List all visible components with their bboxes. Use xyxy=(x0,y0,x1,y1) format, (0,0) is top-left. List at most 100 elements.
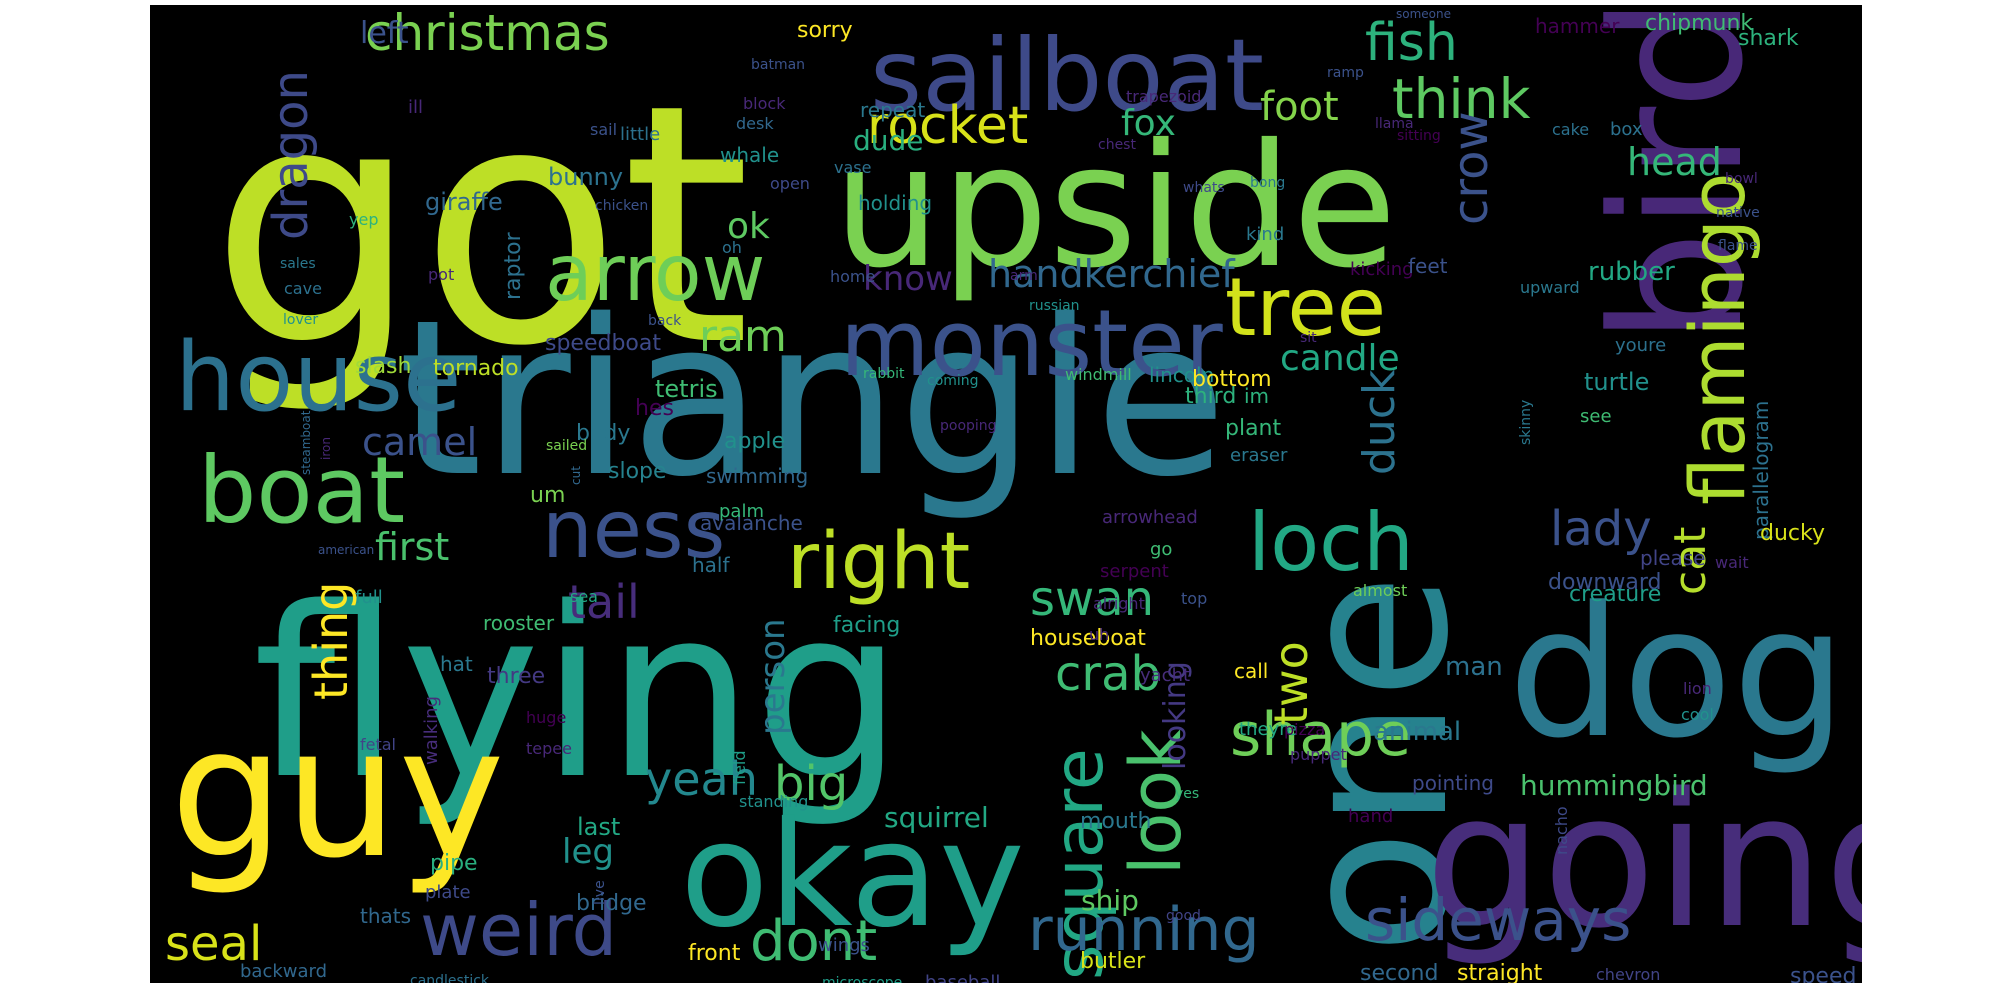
word-arrowhead: arrowhead xyxy=(1102,507,1198,528)
word-rabbit: rabbit xyxy=(863,366,905,382)
word-chevron: chevron xyxy=(1596,965,1660,983)
word-youre: youre xyxy=(1615,335,1666,356)
word-christmas: christmas xyxy=(365,5,610,62)
word-running: running xyxy=(1028,895,1260,965)
word-duck: duck xyxy=(1354,369,1405,475)
word-pipe: pipe xyxy=(430,851,478,876)
word-home: home xyxy=(830,267,875,286)
word-llama: llama xyxy=(1375,116,1414,132)
word-wings: wings xyxy=(818,935,870,956)
word-please: please xyxy=(1640,546,1706,570)
word-back: back xyxy=(648,313,682,329)
word-triangle: triangle xyxy=(398,273,1227,524)
word-field: field xyxy=(730,750,749,785)
word-lady: lady xyxy=(1550,501,1652,557)
word-cut: cut xyxy=(569,466,583,485)
word-big: big xyxy=(774,756,848,812)
word-one: one xyxy=(1256,574,1494,955)
word-person: person xyxy=(753,618,793,735)
word-go: go xyxy=(1150,539,1172,560)
word-lincoln: lincoln xyxy=(1149,363,1214,387)
word-swan: swan xyxy=(1030,571,1154,627)
word-um: um xyxy=(530,483,565,508)
word-kind: kind xyxy=(1246,224,1284,245)
word-sailboat: sailboat xyxy=(870,17,1264,134)
word-hat: hat xyxy=(440,652,473,676)
word-almost: almost xyxy=(1353,581,1407,600)
word-baseball: baseball xyxy=(925,972,1000,983)
word-flame: flame xyxy=(1718,238,1758,254)
cloud-background xyxy=(150,5,1862,983)
word-boat: boat xyxy=(198,437,405,544)
word-front: front xyxy=(688,941,741,966)
word-crow: crow xyxy=(1443,111,1499,225)
word-squirrel: squirrel xyxy=(884,801,989,834)
word-handkerchief: handkerchief xyxy=(988,252,1236,296)
word-rooster: rooster xyxy=(483,611,555,635)
word-ramp: ramp xyxy=(1327,65,1364,81)
word-hes: hes xyxy=(635,396,674,421)
word-chicken: chicken xyxy=(595,198,648,214)
word-downward: downward xyxy=(1548,570,1661,595)
word-yeah: yeah xyxy=(645,752,758,806)
word-ness: ness xyxy=(542,483,725,576)
word-turtle: turtle xyxy=(1584,368,1649,396)
word-crab: crab xyxy=(1055,646,1161,702)
word-american: american xyxy=(318,543,374,557)
word-steamboat: steamboat xyxy=(299,410,313,475)
word-two: two xyxy=(1264,641,1318,725)
word-bong: bong xyxy=(1250,175,1285,191)
word-speedboat: speedboat xyxy=(545,331,661,356)
word-avalanche: avalanche xyxy=(700,511,803,535)
word-yep: yep xyxy=(349,210,378,229)
word-speed: speed xyxy=(1790,964,1856,983)
word-candlestick: candlestick xyxy=(410,973,490,983)
word-think: think xyxy=(1392,67,1531,131)
word-upside: upside xyxy=(833,108,1397,306)
word-cake: cake xyxy=(1552,120,1589,139)
word-vase: vase xyxy=(834,158,871,177)
word-thats: thats xyxy=(360,904,411,928)
word-left: left xyxy=(360,16,409,51)
word-square: square xyxy=(1040,748,1119,980)
word-dude: dude xyxy=(853,124,924,157)
word-lion: lion xyxy=(1683,679,1712,698)
word-fish: fish xyxy=(1365,13,1458,73)
word-trapezoid: trapezoid xyxy=(1126,87,1201,106)
word-loch: loch xyxy=(1248,496,1414,589)
word-eraser: eraser xyxy=(1230,445,1288,466)
word-sail: sail xyxy=(590,120,617,139)
word-seal: seal xyxy=(165,916,262,972)
word-chest: chest xyxy=(1098,137,1136,153)
word-open: open xyxy=(770,174,810,193)
word-swimming: swimming xyxy=(706,464,808,488)
word-serpent: serpent xyxy=(1100,561,1169,582)
word-fetal: fetal xyxy=(360,735,396,754)
word-creature: creature xyxy=(1569,582,1661,607)
word-cave: cave xyxy=(284,279,322,298)
word-im: im xyxy=(1244,384,1269,408)
word-three: three xyxy=(487,664,545,689)
word-giraffe: giraffe xyxy=(425,188,503,216)
word-flamingo: flamingo xyxy=(1673,173,1762,506)
word-tornado: tornado xyxy=(433,356,519,381)
word-arm: arm xyxy=(1010,268,1038,284)
word-live: live xyxy=(592,880,608,905)
word-leg: leg xyxy=(562,832,614,872)
word-puppet: puppet xyxy=(1290,745,1347,764)
word-third: third xyxy=(1185,384,1236,409)
word-rocket: rocket xyxy=(867,96,1028,156)
word-sitting: sitting xyxy=(1397,128,1441,144)
word-sideways: sideways xyxy=(1365,886,1631,954)
word-huge: huge xyxy=(526,708,566,727)
word-ship: ship xyxy=(1081,884,1139,917)
word-houseboat: houseboat xyxy=(1030,626,1146,651)
word-batman: batman xyxy=(751,57,805,73)
word-know: know xyxy=(863,259,953,299)
word-sailed: sailed xyxy=(546,438,587,454)
word-first: first xyxy=(375,525,449,569)
word-theyre: theyre xyxy=(1239,719,1297,740)
